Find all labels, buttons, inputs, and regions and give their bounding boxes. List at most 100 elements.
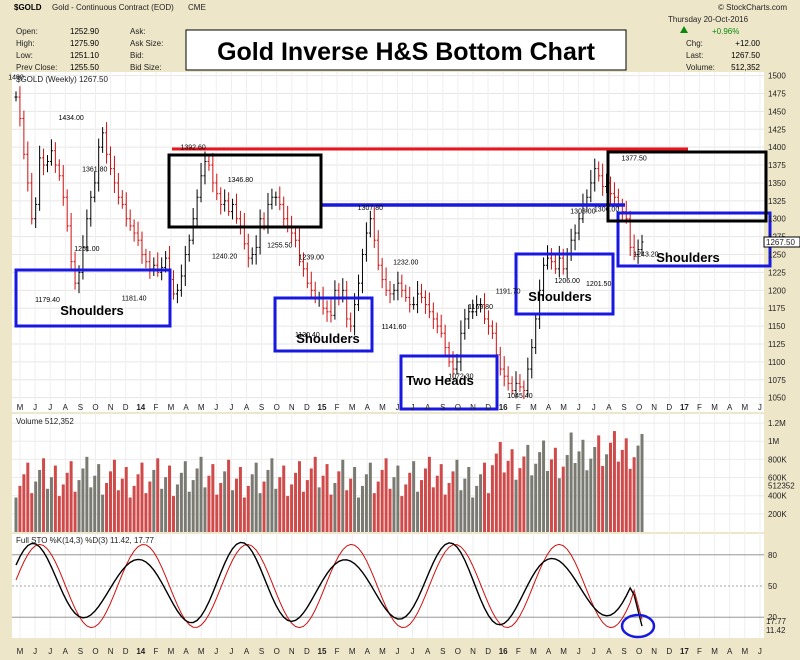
price-annotation: 1392.60 (181, 144, 206, 151)
volume-bar (278, 477, 282, 532)
sto-tick-label: 50 (768, 582, 777, 591)
month-label-bottom: D (666, 647, 672, 656)
month-label-bottom: A (425, 647, 431, 656)
volume-bar (164, 477, 168, 532)
volume-bar (77, 480, 81, 532)
month-label-bottom: 16 (499, 647, 508, 656)
price-annotation: 1240.20 (212, 254, 237, 261)
volume-bar (498, 441, 502, 532)
open-label: Open: (16, 27, 38, 36)
month-label-bottom: M (711, 647, 718, 656)
volume-bar (45, 488, 49, 532)
month-label-top: 15 (318, 403, 327, 412)
month-label-bottom: J (592, 647, 596, 656)
volume-bar (569, 432, 573, 532)
volume-bar (439, 464, 443, 532)
volume-bar (73, 491, 77, 532)
high-label: High: (16, 39, 35, 48)
volume-bar (231, 490, 235, 532)
volume-bar (120, 478, 124, 532)
month-label-top: J (229, 403, 233, 412)
up-arrow-icon (680, 26, 688, 33)
volume-bar (262, 481, 266, 532)
month-label-top: A (727, 403, 733, 412)
month-label-top: M (530, 403, 537, 412)
price-annotation: 1045.40 (507, 393, 532, 400)
change-pct: +0.96% (712, 27, 739, 36)
volume-bar (187, 491, 191, 532)
volume-bar (553, 447, 557, 532)
price-tick-label: 1175 (768, 304, 786, 313)
volume-bar (632, 457, 636, 532)
price-annotation: 1346.80 (228, 177, 253, 184)
month-label-top: N (289, 403, 295, 412)
volume-bar (565, 455, 569, 532)
month-label-top: M (711, 403, 718, 412)
right-shoulder-box (514, 252, 615, 316)
month-label-bottom: F (153, 647, 158, 656)
volume-bar (128, 497, 132, 532)
month-label-bottom: J (48, 647, 52, 656)
price-bars (14, 86, 644, 400)
volume-bar (506, 460, 510, 532)
month-label-bottom: 14 (136, 647, 145, 656)
volume-bar (412, 461, 416, 532)
price-tick-label: 1400 (768, 143, 786, 152)
volume-tick-label: 800K (768, 455, 787, 464)
volume-tick-label: 200K (768, 510, 787, 519)
price-annotation: 1141.60 (382, 324, 407, 331)
left-shoulder-box (14, 268, 172, 328)
price-tick-label: 1500 (768, 72, 786, 81)
volume-bar (404, 484, 408, 532)
volume-bar (325, 464, 329, 532)
price-annotation: 1306.00 (594, 206, 619, 213)
month-label-top: J (48, 403, 52, 412)
month-label-bottom: D (123, 647, 129, 656)
volume-bar (195, 468, 199, 532)
volume-bar (242, 497, 246, 532)
volume-bar (18, 485, 22, 532)
month-label-top: D (123, 403, 129, 412)
volume-bar (234, 478, 238, 532)
volume-bar (199, 456, 203, 532)
volume-bar (274, 488, 278, 532)
month-label-top: M (168, 403, 175, 412)
price-annotation: 1490 (8, 75, 24, 82)
open-value: 1252.90 (70, 27, 99, 36)
axis-labels: 1050107511001125115011751200122512501275… (8, 72, 800, 656)
volume-bar (140, 462, 144, 532)
volume-bar (431, 487, 435, 532)
volume-bar (57, 496, 61, 532)
volume-tick-label: 400K (768, 492, 787, 501)
volume-bar (597, 435, 601, 532)
title-box (185, 29, 627, 71)
month-label-bottom: A (365, 647, 371, 656)
volume-bar (357, 497, 361, 532)
volume-tick-label: 1M (768, 437, 779, 446)
volume-bar (81, 468, 85, 532)
volume-bar (601, 465, 605, 532)
volume-bar (53, 465, 57, 532)
volume-bar (124, 467, 128, 532)
month-label-top: J (758, 403, 762, 412)
volume-bar (360, 485, 364, 532)
month-label-top: S (259, 403, 264, 412)
volume-bar (156, 458, 160, 532)
volume-bar (171, 496, 175, 532)
volume-bar (22, 474, 26, 532)
volume-bar (475, 485, 479, 532)
volume-bar (620, 449, 624, 532)
volume-bar (546, 471, 550, 532)
volume-bar (14, 497, 18, 532)
volume-bar (266, 469, 270, 532)
chg-label: Chg: (686, 39, 703, 48)
last-price-text: 1267.50 (766, 238, 795, 247)
month-label-top: J (33, 403, 37, 412)
volume-value: 512,352 (731, 63, 760, 72)
volume-bar (301, 491, 305, 532)
month-label-top: M (741, 403, 748, 412)
volume-bar (65, 472, 69, 532)
month-label-top: F (153, 403, 158, 412)
month-label-bottom: M (168, 647, 175, 656)
month-label-top: M (198, 403, 205, 412)
